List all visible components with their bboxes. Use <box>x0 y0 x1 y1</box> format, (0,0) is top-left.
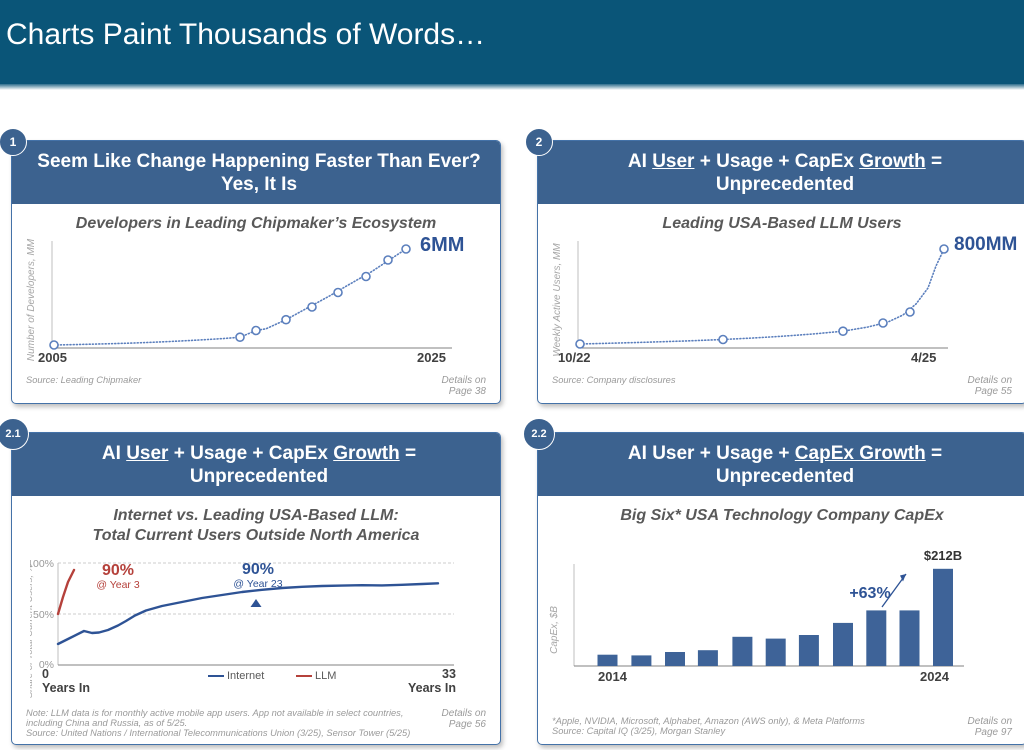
svg-text:+63%: +63% <box>849 585 890 602</box>
svg-text:Share of Total Current Users,: Share of Total Current Users, % <box>30 563 35 698</box>
svg-text:CapEx, $B: CapEx, $B <box>549 605 560 653</box>
svg-text:100%: 100% <box>30 558 54 570</box>
svg-text:90%: 90% <box>102 562 134 579</box>
svg-text:$212B: $212B <box>924 548 962 563</box>
svg-text:90%: 90% <box>242 561 274 578</box>
svg-text:Number of Developers, MM: Number of Developers, MM <box>26 238 37 361</box>
svg-text:Weekly Active Users, MM: Weekly Active Users, MM <box>552 242 563 356</box>
svg-text:50%: 50% <box>33 609 54 621</box>
svg-text:@ Year 23: @ Year 23 <box>233 578 282 590</box>
svg-text:@ Year 3: @ Year 3 <box>96 579 140 591</box>
